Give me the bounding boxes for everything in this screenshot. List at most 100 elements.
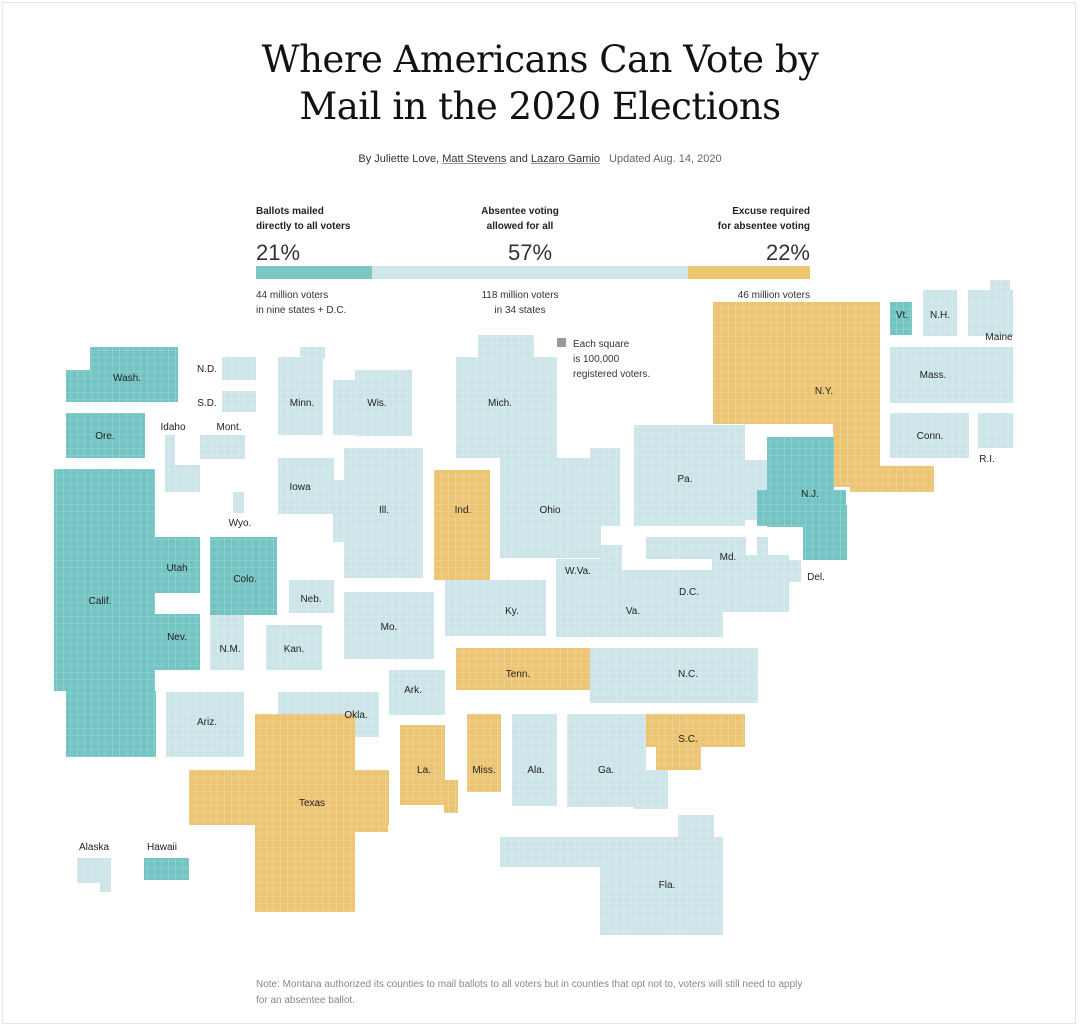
legend-note-absentee-line-1: 118 million voters <box>481 290 559 301</box>
state-calif <box>54 469 156 757</box>
state-label-wva: W.Va. <box>565 566 591 577</box>
state-hawaii <box>144 858 189 880</box>
scale-key-line-2: is 100,000 <box>573 354 620 365</box>
state-label-va: Va. <box>626 606 640 617</box>
state-label-nh: N.H. <box>930 310 950 321</box>
state-label-neb: Neb. <box>300 594 321 605</box>
legend-bar-segment-excuse <box>688 266 810 279</box>
state-colo-tile-grid <box>210 537 277 615</box>
legend-note-absentee-line-2: in 34 states <box>494 305 546 316</box>
state-conn-tile-grid <box>890 413 969 458</box>
state-ga <box>567 714 668 809</box>
state-ny-tile-grid <box>850 466 934 492</box>
state-wis-tile-grid <box>355 370 412 436</box>
state-ore-tile-grid <box>66 413 145 458</box>
state-sd-tile-grid <box>222 391 256 412</box>
state-label-minn: Minn. <box>290 398 314 409</box>
legend-share-bar <box>256 266 810 279</box>
state-label-vt: Vt. <box>896 310 908 321</box>
state-label-md: Md. <box>720 552 737 563</box>
state-pa-tile-grid <box>634 425 745 526</box>
state-iowa <box>278 458 334 514</box>
state-mass-tile-grid <box>890 347 1013 403</box>
state-ala-tile-grid <box>512 714 557 806</box>
state-sd <box>222 391 256 412</box>
author-link-lazaro-gamio[interactable]: Lazaro Gamio <box>530 153 600 165</box>
state-ohio-tile-grid <box>500 458 601 558</box>
byline: By Juliette Love, Matt Stevens and Lazar… <box>0 153 1080 165</box>
state-pa <box>634 425 767 526</box>
state-nev <box>155 614 200 670</box>
state-label-ariz: Ariz. <box>197 717 217 728</box>
state-label-conn: Conn. <box>917 431 944 442</box>
legend-note-excuse-line-1: 46 million voters <box>737 290 810 301</box>
legend-note-mailed-line-2: in nine states + D.C. <box>256 305 347 316</box>
state-mich-tile-grid <box>456 357 557 458</box>
state-label-texas: Texas <box>299 798 325 809</box>
state-label-ala: Ala. <box>527 765 544 776</box>
legend-heading-absentee-line-1: Absentee voting <box>481 206 559 217</box>
state-neb <box>289 580 334 613</box>
state-ky <box>445 580 546 636</box>
state-label-ohio: Ohio <box>539 505 561 516</box>
state-kan <box>266 625 322 670</box>
state-label-iowa: Iowa <box>289 482 311 493</box>
state-label-ind: Ind. <box>455 505 472 516</box>
author-link-matt-stevens[interactable]: Matt Stevens <box>442 153 507 165</box>
state-tenn <box>456 648 590 690</box>
state-utah <box>155 537 200 593</box>
state-wyo-tile-grid <box>233 492 244 513</box>
headline-line-1: Where Americans Can Vote by <box>261 38 819 81</box>
legend-percent-excuse: 22% <box>765 240 810 265</box>
legend-heading-excuse-line-2: for absentee voting <box>717 221 810 232</box>
state-wyo <box>233 492 244 513</box>
state-fla <box>500 815 723 935</box>
legend-heading-excuse-line-1: Excuse required <box>732 206 810 217</box>
state-fla-tile-grid <box>678 815 714 837</box>
state-label-ga: Ga. <box>598 765 614 776</box>
state-tenn-tile-grid <box>456 648 590 690</box>
legend-note-mailed: 44 million voters in nine states + D.C. <box>256 288 346 318</box>
legend-heading-absentee-line-2: allowed for all <box>486 221 554 232</box>
state-md <box>646 537 789 612</box>
state-minn-tile-grid <box>300 347 325 359</box>
state-label-utah: Utah <box>166 563 187 574</box>
state-md-tile-grid <box>646 537 746 559</box>
state-label-nev: Nev. <box>167 632 187 643</box>
state-label-alaska: Alaska <box>79 842 109 853</box>
state-ri-tile-grid <box>978 413 1013 448</box>
state-label-mich: Mich. <box>488 398 512 409</box>
state-ga-tile-grid <box>567 714 646 807</box>
square-scale-key: Each square is 100,000 registered voters… <box>557 337 650 382</box>
state-md-tile-grid <box>712 555 789 612</box>
state-label-fla: Fla. <box>659 880 676 891</box>
state-nd-tile-grid <box>222 357 256 380</box>
state-label-la: La. <box>417 765 431 776</box>
state-label-sd: S.D. <box>197 398 216 409</box>
state-label-kan: Kan. <box>284 644 305 655</box>
state-idaho-tile-grid <box>165 435 175 491</box>
state-mich-tile-grid <box>478 335 534 360</box>
state-label-pa: Pa. <box>677 474 692 485</box>
state-label-nj: N.J. <box>801 489 819 500</box>
state-texas <box>189 714 389 912</box>
state-label-nd: N.D. <box>197 364 217 375</box>
state-label-ky: Ky. <box>505 606 519 617</box>
state-nev-tile-grid <box>155 614 200 670</box>
state-label-nm: N.M. <box>219 644 240 655</box>
legend-heading-mailed: Ballots mailed directly to all voters <box>256 204 350 234</box>
state-alaska-tile-grid <box>100 870 111 892</box>
state-nh-tile-grid <box>923 290 957 336</box>
state-label-del: Del. <box>807 572 825 583</box>
state-sc <box>634 714 745 770</box>
state-ny-tile-grid <box>735 335 880 405</box>
state-alaska <box>77 858 111 892</box>
state-label-sc: S.C. <box>678 734 697 745</box>
state-label-ri: R.I. <box>979 454 995 465</box>
footnote: Note: Montana authorized its counties to… <box>256 979 803 1006</box>
state-label-ore: Ore. <box>95 431 114 442</box>
state-texas-tile-grid <box>255 714 355 912</box>
state-nc <box>590 648 758 703</box>
state-va <box>556 570 723 637</box>
state-ky-tile-grid <box>445 580 546 636</box>
